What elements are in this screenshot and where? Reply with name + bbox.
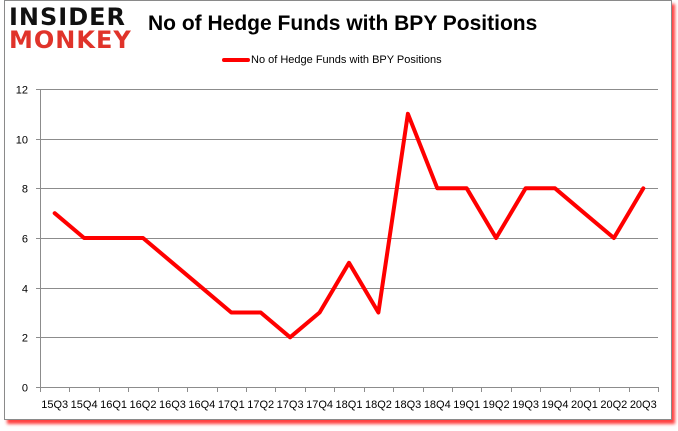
x-tick-label: 17Q2 [247, 399, 274, 411]
x-tick-label: 18Q1 [336, 399, 363, 411]
data-series-line [52, 111, 646, 340]
x-tick-label: 16Q3 [159, 399, 186, 411]
y-tick-label: 10 [16, 135, 28, 147]
y-tick-label: 4 [22, 284, 28, 296]
x-tick-label: 20Q2 [600, 399, 627, 411]
x-tick-label: 16Q1 [100, 399, 127, 411]
x-tick-label: 17Q3 [277, 399, 304, 411]
x-tick-label: 17Q1 [218, 399, 245, 411]
chart-title: No of Hedge Funds with BPY Positions [148, 12, 538, 35]
y-tick-label: 2 [22, 333, 28, 345]
logo-text-monkey: MONKEY [9, 26, 132, 54]
logo-text-insider: INSIDER [9, 3, 127, 31]
legend-line-swatch-icon [222, 58, 250, 62]
x-tick-label: 20Q3 [630, 399, 657, 411]
x-tick-label: 19Q3 [512, 399, 539, 411]
legend-label: No of Hedge Funds with BPY Positions [251, 54, 442, 66]
x-tick-label: 19Q4 [542, 399, 569, 411]
x-tick-label: 18Q2 [365, 399, 392, 411]
y-tick-label: 12 [16, 85, 28, 97]
x-tick-label: 16Q4 [188, 399, 215, 411]
x-tick-label: 19Q1 [453, 399, 480, 411]
x-tick-label: 15Q4 [71, 399, 98, 411]
insider-monkey-logo: INSIDER MONKEY [9, 5, 132, 52]
y-tick-label: 8 [22, 184, 28, 196]
x-tick-label: 16Q2 [130, 399, 157, 411]
chart-legend: No of Hedge Funds with BPY Positions [222, 54, 442, 66]
x-tick-label: 18Q4 [424, 399, 451, 411]
y-tick-label: 0 [22, 383, 28, 395]
x-tick-label: 17Q4 [306, 399, 333, 411]
chart-frame [4, 0, 672, 420]
x-tick-label: 15Q3 [41, 399, 68, 411]
x-tick-label: 20Q1 [571, 399, 598, 411]
x-tick-label: 19Q2 [483, 399, 510, 411]
y-tick-label: 6 [22, 234, 28, 246]
x-tick-label: 18Q3 [394, 399, 421, 411]
